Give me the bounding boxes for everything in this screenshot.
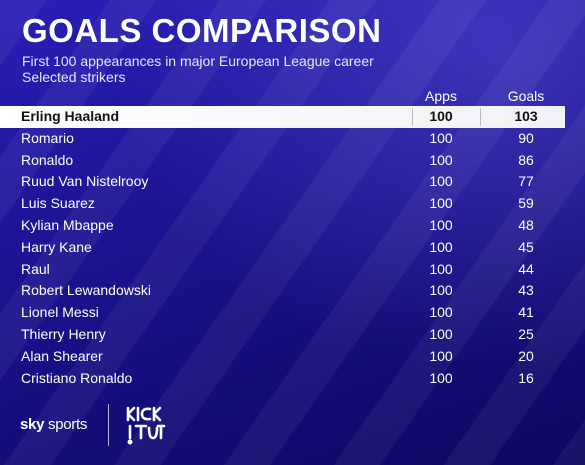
table-row: Erling Haaland 100 103 [0, 106, 565, 128]
subtitle: First 100 appearances in major European … [22, 53, 374, 69]
player-name: Luis Suarez [21, 195, 95, 212]
player-goals: 45 [518, 238, 534, 255]
player-goals: 103 [514, 108, 538, 124]
kick-it-out-logo [126, 406, 166, 445]
table-row: Thierry Henry 100 25 [0, 324, 585, 346]
player-goals: 59 [518, 195, 534, 212]
table-row: Ruud Van Nistelrooy 100 77 [0, 171, 585, 193]
player-name: Thierry Henry [21, 325, 106, 342]
player-goals: 90 [518, 129, 534, 146]
player-apps: 100 [429, 195, 453, 212]
player-apps: 100 [429, 151, 453, 168]
table-header: Apps Goals [0, 88, 585, 104]
player-apps: 100 [429, 282, 453, 299]
player-goals: 86 [518, 151, 534, 168]
column-header-goals: Goals [507, 88, 545, 104]
player-goals: 25 [518, 325, 534, 342]
player-apps: 100 [429, 369, 453, 386]
player-apps: 100 [429, 173, 453, 190]
table-row: Raul 100 44 [0, 259, 585, 281]
table-row: Kylian Mbappe 100 48 [0, 215, 585, 237]
table-row: Romario 100 90 [0, 128, 585, 150]
table-row: Robert Lewandowski 100 43 [0, 280, 585, 302]
player-apps: 100 [429, 347, 453, 364]
player-apps: 100 [429, 216, 453, 233]
player-name: Ruud Van Nistelrooy [21, 173, 149, 190]
header: GOALS COMPARISON First 100 appearances i… [22, 14, 565, 85]
table-row: Harry Kane 100 45 [0, 237, 585, 259]
player-goals: 44 [518, 260, 534, 277]
page-title: GOALS COMPARISON [22, 12, 382, 49]
player-name: Kylian Mbappe [21, 216, 114, 233]
table-row: Ronaldo 100 86 [0, 150, 585, 172]
table-row: Luis Suarez 100 59 [0, 193, 585, 215]
player-goals: 41 [518, 304, 534, 321]
player-goals: 48 [518, 216, 534, 233]
sky-sports-logo: sky sports [20, 416, 87, 433]
sky-logo-text: sky [20, 416, 45, 433]
player-apps: 100 [429, 129, 453, 146]
player-apps: 100 [429, 260, 453, 277]
player-apps: 100 [429, 325, 453, 342]
table-row: Cristiano Ronaldo 100 16 [0, 368, 585, 390]
player-goals: 77 [518, 173, 534, 190]
player-name: Raul [21, 260, 50, 277]
player-apps: 100 [429, 108, 453, 124]
sports-logo-text: sports [48, 416, 88, 433]
goals-table: Erling Haaland 100 103 Romario 100 90 Ro… [0, 106, 585, 389]
logo-divider [108, 404, 109, 446]
table-row: Lionel Messi 100 41 [0, 302, 585, 324]
player-goals: 20 [518, 347, 534, 364]
player-name: Alan Shearer [21, 347, 103, 364]
player-name: Ronaldo [21, 151, 74, 168]
table-row: Alan Shearer 100 20 [0, 346, 585, 368]
player-name: Erling Haaland [21, 108, 120, 124]
player-name: Robert Lewandowski [21, 282, 151, 299]
player-apps: 100 [429, 238, 453, 255]
column-header-apps: Apps [425, 88, 457, 104]
player-name: Harry Kane [21, 238, 92, 255]
player-goals: 43 [518, 282, 534, 299]
player-goals: 16 [518, 369, 534, 386]
subtitle-selection: Selected strikers [22, 69, 126, 86]
player-name: Cristiano Ronaldo [21, 369, 133, 386]
player-name: Romario [21, 129, 74, 146]
player-name: Lionel Messi [21, 304, 99, 321]
player-apps: 100 [429, 304, 453, 321]
